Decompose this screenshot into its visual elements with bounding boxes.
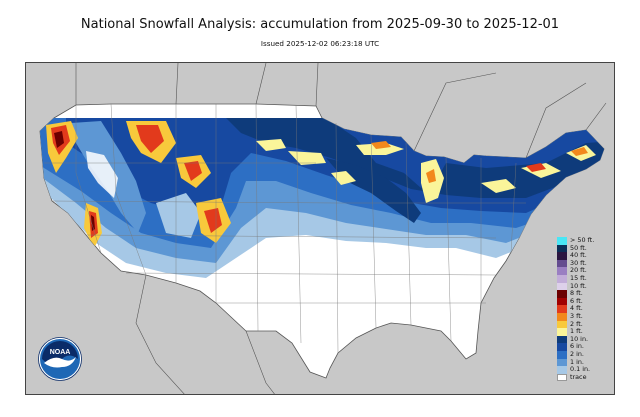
legend-item: 6 ft.	[557, 296, 594, 306]
snowfall-legend: > 50 ft. 50 ft. 40 ft. 30 ft. 20 ft. 15 ft. 10…	[557, 236, 595, 382]
snow-great-basin	[156, 193, 201, 238]
snow-8ft-sierra	[91, 215, 95, 231]
legend-item: 1 in.	[557, 357, 594, 367]
legend-swatch	[557, 297, 567, 306]
legend-swatch	[557, 305, 567, 313]
legend-swatch	[557, 252, 567, 260]
legend-label: > 50 ft.	[570, 236, 595, 244]
legend-item: 40 ft.	[557, 252, 594, 260]
legend-item: 10 ft.	[557, 281, 594, 291]
noaa-logo: NOAA	[38, 337, 82, 381]
legend-label: 20 ft.	[570, 266, 587, 275]
legend-item: 2 in.	[557, 349, 594, 359]
legend-item: 8 ft.	[557, 290, 594, 298]
snowfall-map	[25, 62, 615, 395]
legend-item: 10 in.	[557, 334, 594, 344]
legend-item: > 50 ft.	[557, 236, 595, 245]
noaa-seal-icon: NOAA	[38, 337, 82, 381]
legend-swatch	[557, 259, 567, 268]
snow-10in-midwest	[326, 158, 421, 223]
snow-1ft-mn	[331, 171, 356, 185]
legend-item: 50 ft.	[557, 243, 594, 253]
legend-label: 2 ft.	[570, 319, 583, 328]
legend-label: 3 ft.	[570, 311, 583, 320]
legend-item: trace	[557, 372, 594, 382]
legend-swatch	[557, 350, 567, 359]
legend-label: 4 ft.	[570, 304, 583, 313]
issued-timestamp: Issued 2025-12-02 06:23:18 UTC	[260, 39, 380, 48]
legend-label: 50 ft.	[570, 243, 587, 252]
mexico-borders	[135, 274, 275, 394]
legend-swatch	[557, 366, 567, 374]
legend-item: 6 in.	[557, 343, 594, 351]
snow-1ft-montana	[256, 139, 286, 151]
legend-item: 4 ft.	[557, 305, 594, 313]
legend-swatch	[557, 267, 567, 275]
legend-swatch	[557, 335, 567, 344]
state-borders	[44, 103, 526, 354]
page-title: National Snowfall Analysis: accumulation…	[80, 17, 560, 32]
legend-swatch	[557, 274, 567, 283]
snow-1ft-superior	[356, 143, 404, 155]
legend-item: 2 ft.	[557, 319, 594, 329]
legend-swatch	[557, 244, 567, 253]
legend-swatch	[557, 237, 567, 245]
legend-item: 15 ft.	[557, 273, 594, 283]
legend-item: 1 ft.	[557, 328, 594, 336]
canada-borders	[75, 63, 607, 159]
legend-label: 1 ft.	[570, 327, 583, 336]
snow-3ft-michigan	[426, 169, 436, 183]
snow-4ft-colorado	[204, 208, 222, 233]
snow-3ft-superior	[371, 141, 391, 149]
legend-label: 10 ft.	[570, 281, 587, 290]
legend-label: 6 ft.	[570, 296, 583, 305]
legend-label: 0.1 in.	[570, 365, 591, 374]
legend-item: 0.1 in.	[557, 365, 594, 374]
snow-8ft-cascades	[54, 131, 64, 148]
legend-label: trace	[570, 372, 587, 381]
legend-swatch	[557, 343, 567, 351]
snow-1ft-dakotas	[288, 151, 326, 165]
snow-10in-band	[226, 118, 604, 198]
snow-west-valley	[86, 151, 118, 198]
legend-item: 3 ft.	[557, 311, 594, 321]
snow-4ft-wyoming	[184, 161, 202, 181]
legend-label: 40 ft.	[570, 251, 587, 260]
snow-4ft-idaho-montana	[136, 125, 164, 153]
legend-swatch	[557, 290, 567, 298]
legend-swatch	[557, 358, 567, 367]
legend-swatch	[557, 373, 567, 382]
snow-4ft-ny	[526, 163, 546, 172]
legend-swatch	[557, 312, 567, 321]
legend-label: 6 in.	[570, 342, 584, 351]
legend-label: 1 in.	[570, 357, 584, 366]
legend-item: 20 ft.	[557, 267, 594, 275]
map-canvas	[39, 63, 607, 394]
legend-label: 15 ft.	[570, 273, 587, 282]
snow-1ft-erie	[481, 179, 516, 193]
noaa-logo-text: NOAA	[50, 349, 71, 356]
legend-swatch	[557, 320, 567, 329]
legend-swatch	[557, 328, 567, 336]
legend-label: 2 in.	[570, 349, 584, 358]
legend-item: 30 ft.	[557, 258, 594, 268]
snow-3ft-ne	[571, 147, 588, 156]
legend-swatch	[557, 282, 567, 291]
legend-label: 30 ft.	[570, 258, 587, 267]
legend-label: 10 in.	[570, 334, 589, 343]
legend-label: 8 ft.	[570, 289, 583, 298]
